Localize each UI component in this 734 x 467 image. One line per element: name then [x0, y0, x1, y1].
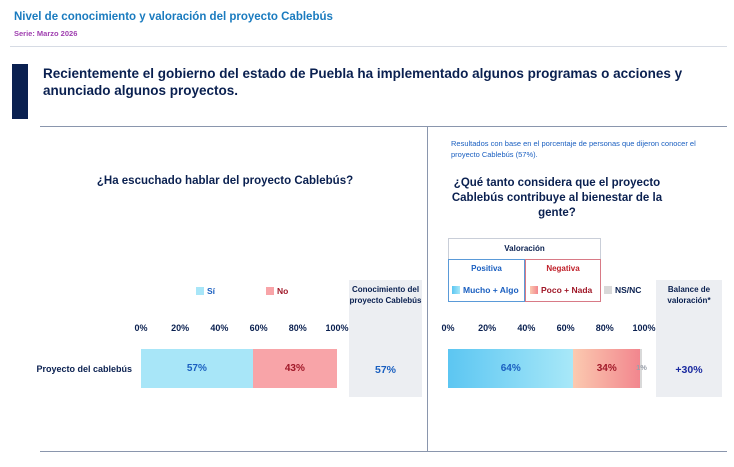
- valoracion-header: Valoración: [448, 238, 601, 259]
- negativa-label: Negativa: [546, 264, 580, 273]
- awareness-x-tick-0: 0%: [134, 323, 148, 333]
- awareness-x-tick-2: 40%: [210, 323, 229, 333]
- bar-segment-mucho-algo: [448, 349, 574, 388]
- legend-no-swatch: [266, 287, 274, 295]
- contribution-x-tick-4: 80%: [595, 323, 614, 333]
- contribution-x-tick-3: 60%: [556, 323, 575, 333]
- bar-segment-no: [252, 349, 337, 388]
- legend-mucho-algo: Mucho + Algo: [452, 285, 519, 295]
- awareness-summary-column: [349, 280, 422, 397]
- awareness-x-tick-1: 20%: [171, 323, 190, 333]
- awareness-x-tick-5: 100%: [325, 323, 349, 333]
- awareness-summary-value: 57%: [374, 364, 396, 376]
- frame-top-line: [40, 126, 727, 127]
- legend-no: No: [266, 286, 288, 296]
- legend-si-swatch: [196, 287, 204, 295]
- bar-segment-poco-nada-label: 34%: [596, 363, 617, 374]
- contribution-x-tick-2: 40%: [517, 323, 536, 333]
- balance-summary-value: +30%: [675, 364, 703, 376]
- frame-bottom-line: [40, 451, 727, 452]
- awareness-x-tick-4: 80%: [288, 323, 307, 333]
- report-serie: Serie: Marzo 2026: [14, 29, 78, 38]
- legend-poco-nada-swatch: [530, 286, 538, 294]
- legend-nsnc: NS/NC: [604, 285, 641, 295]
- legend-poco-nada-label: Poco + Nada: [541, 285, 593, 295]
- bar-segment-si: [141, 349, 253, 388]
- legend-mucho-algo-label: Mucho + Algo: [463, 285, 519, 295]
- row-label-proyecto: Proyecto del cablebús: [36, 364, 132, 374]
- bar-segment-si-label: 57%: [186, 363, 207, 374]
- legend-no-label: No: [277, 286, 289, 296]
- legend-nsnc-swatch: [604, 286, 612, 294]
- question-contribution: ¿Qué tanto considera que el proyecto Cab…: [451, 177, 663, 219]
- contribution-x-tick-5: 100%: [632, 323, 656, 333]
- bar-segment-nsnc-label: 1%: [636, 363, 647, 372]
- legend-mucho-algo-swatch: [452, 286, 460, 294]
- awareness-x-tick-3: 60%: [249, 323, 268, 333]
- positiva-box: [448, 259, 525, 302]
- legend-si-label: Sí: [207, 286, 216, 296]
- legend-si: Sí: [196, 286, 215, 296]
- bar-segment-mucho-algo-label: 64%: [500, 363, 521, 374]
- legend-nsnc-label: NS/NC: [615, 285, 642, 295]
- balance-summary-column: [656, 280, 722, 397]
- frame-middle-line: [427, 126, 428, 452]
- intro-text: Recientemente el gobierno del estado de …: [43, 66, 683, 98]
- positiva-label: Positiva: [471, 264, 502, 273]
- question-awareness: ¿Ha escuchado hablar del proyecto Cableb…: [96, 175, 354, 187]
- bar-segment-poco-nada: [573, 349, 641, 388]
- awareness-summary-header: Conocimiento del proyecto Cablebús: [349, 285, 422, 305]
- bar-segment-nsnc: [640, 349, 643, 388]
- balance-summary-header: Balance de valoración*: [667, 285, 711, 305]
- legend-poco-nada: Poco + Nada: [530, 285, 592, 295]
- contribution-x-tick-1: 20%: [478, 323, 497, 333]
- intro-accent-bar: [12, 64, 28, 119]
- negativa-box: [525, 259, 601, 302]
- bar-segment-no-label: 43%: [284, 363, 305, 374]
- base-note: Resultados con base en el porcentaje de …: [451, 139, 696, 159]
- header-divider: [10, 46, 727, 47]
- contribution-x-tick-0: 0%: [441, 323, 455, 333]
- report-title: Nivel de conocimiento y valoración del p…: [14, 11, 333, 23]
